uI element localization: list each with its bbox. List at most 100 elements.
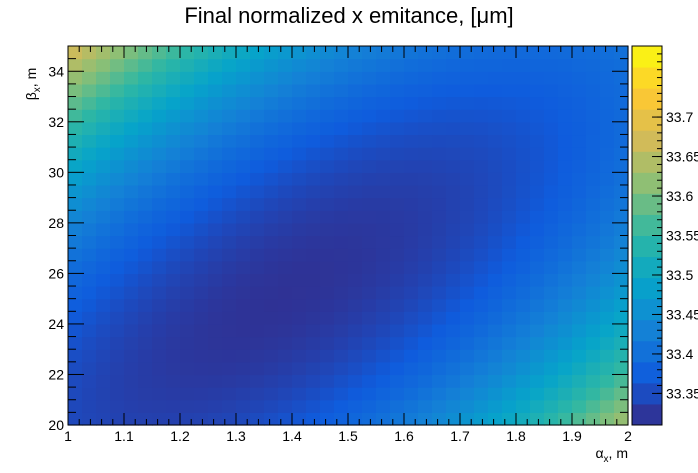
heatmap-cell bbox=[292, 147, 307, 161]
heatmap-cell bbox=[250, 222, 265, 237]
heatmap-cell bbox=[530, 71, 545, 85]
heatmap-cell bbox=[320, 184, 335, 199]
heatmap-cell bbox=[516, 286, 531, 300]
heatmap-cell bbox=[166, 184, 181, 199]
colorbar-band bbox=[632, 172, 662, 194]
heatmap-cell bbox=[180, 121, 195, 136]
heatmap-cell bbox=[586, 96, 601, 110]
heatmap-cell bbox=[236, 121, 251, 136]
heatmap-cell bbox=[432, 83, 447, 98]
heatmap-cell bbox=[194, 58, 209, 72]
heatmap-cell bbox=[502, 298, 517, 312]
x-tick-label: 1.6 bbox=[394, 428, 414, 444]
heatmap-cell bbox=[96, 387, 111, 401]
heatmap-cell bbox=[110, 197, 125, 211]
heatmap-cell bbox=[152, 172, 167, 186]
heatmap-cell bbox=[418, 286, 433, 300]
heatmap-cell bbox=[236, 58, 251, 72]
heatmap-cell bbox=[488, 235, 503, 249]
heatmap-cell bbox=[530, 349, 545, 363]
heatmap-cell bbox=[110, 71, 125, 85]
heatmap-cell bbox=[600, 222, 615, 237]
heatmap-cell bbox=[320, 197, 335, 211]
heatmap-cell bbox=[362, 235, 377, 249]
heatmap-cell bbox=[222, 311, 237, 325]
heatmap-cell bbox=[166, 83, 181, 98]
heatmap-cell bbox=[306, 83, 321, 98]
heatmap-cell bbox=[194, 235, 209, 249]
heatmap-cell bbox=[152, 235, 167, 249]
heatmap-cell bbox=[488, 311, 503, 325]
heatmap-cell bbox=[110, 147, 125, 161]
heatmap-cell bbox=[376, 248, 391, 262]
heatmap-cell bbox=[124, 286, 139, 300]
heatmap-cell bbox=[236, 197, 251, 211]
heatmap-cell bbox=[306, 412, 321, 426]
heatmap-cell bbox=[390, 197, 405, 211]
heatmap-cell bbox=[432, 311, 447, 325]
heatmap-cell bbox=[348, 260, 363, 274]
heatmap-cell bbox=[82, 311, 97, 325]
heatmap-cell bbox=[208, 412, 223, 426]
heatmap-cell bbox=[68, 46, 83, 60]
colorbar-band bbox=[632, 340, 662, 363]
heatmap-cell bbox=[306, 235, 321, 249]
heatmap-cell bbox=[124, 361, 139, 376]
heatmap-cell bbox=[82, 248, 97, 262]
heatmap-cell bbox=[558, 46, 573, 60]
heatmap-cell bbox=[600, 121, 615, 136]
heatmap-cell bbox=[418, 235, 433, 249]
heatmap-cell bbox=[96, 336, 111, 350]
x-tick-label: 1.9 bbox=[562, 428, 582, 444]
heatmap-cell bbox=[124, 134, 139, 148]
heatmap-cell bbox=[166, 121, 181, 136]
heatmap-cell bbox=[600, 260, 615, 274]
heatmap-cell bbox=[432, 46, 447, 60]
heatmap-cell bbox=[264, 273, 279, 287]
heatmap-cell bbox=[166, 336, 181, 350]
heatmap-cell bbox=[306, 96, 321, 110]
heatmap-cell bbox=[544, 374, 559, 388]
heatmap-cell bbox=[390, 83, 405, 98]
heatmap-cell bbox=[306, 361, 321, 376]
heatmap-cell bbox=[586, 71, 601, 85]
heatmap-cell bbox=[572, 222, 587, 237]
heatmap-cell bbox=[418, 159, 433, 173]
heatmap-cell bbox=[348, 298, 363, 312]
heatmap-cell bbox=[208, 147, 223, 161]
heatmap-cell bbox=[516, 412, 531, 426]
heatmap-cell bbox=[488, 159, 503, 173]
heatmap-cell bbox=[572, 323, 587, 338]
heatmap-cell bbox=[446, 58, 461, 72]
heatmap-cell bbox=[586, 311, 601, 325]
heatmap-cell bbox=[124, 222, 139, 237]
heatmap-cell bbox=[418, 361, 433, 376]
heatmap-cell bbox=[334, 134, 349, 148]
heatmap-cell bbox=[320, 109, 335, 123]
heatmap-cell bbox=[488, 412, 503, 426]
heatmap-cell bbox=[516, 298, 531, 312]
heatmap-cell bbox=[292, 210, 307, 224]
heatmap-cell bbox=[278, 121, 293, 136]
heatmap-cell bbox=[334, 323, 349, 338]
heatmap-cell bbox=[152, 374, 167, 388]
heatmap-cell bbox=[180, 159, 195, 173]
heatmap-cell bbox=[614, 197, 629, 211]
heatmap-cell bbox=[418, 71, 433, 85]
heatmap-cell bbox=[110, 336, 125, 350]
heatmap-cell bbox=[600, 311, 615, 325]
heatmap-cell bbox=[124, 273, 139, 287]
heatmap-cell bbox=[152, 184, 167, 199]
heatmap-cell bbox=[264, 197, 279, 211]
heatmap-cell bbox=[138, 235, 153, 249]
heatmap-cell bbox=[292, 109, 307, 123]
heatmap-cell bbox=[432, 172, 447, 186]
heatmap-cell bbox=[278, 222, 293, 237]
heatmap-cell bbox=[124, 298, 139, 312]
heatmap-cell bbox=[404, 336, 419, 350]
heatmap-cell bbox=[334, 197, 349, 211]
heatmap-cell bbox=[544, 323, 559, 338]
heatmap-cell bbox=[138, 349, 153, 363]
heatmap-cell bbox=[558, 121, 573, 136]
